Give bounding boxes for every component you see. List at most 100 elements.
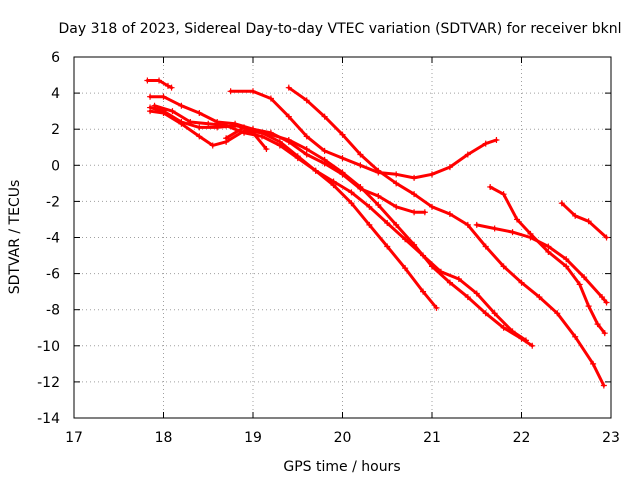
- data-point: [464, 294, 471, 301]
- y-axis-label: SDTVAR / TECUs: [7, 180, 23, 295]
- data-point: [339, 169, 346, 176]
- data-point: [482, 243, 489, 250]
- data-point: [223, 135, 230, 142]
- series-arc-5: [151, 102, 440, 311]
- data-point: [196, 124, 203, 131]
- y-tick-label: -4: [46, 231, 60, 247]
- data-point: [482, 310, 489, 317]
- data-point: [285, 137, 292, 144]
- data-point: [545, 243, 552, 250]
- tick-layer: 17 18 19 20 21 22 23 -14 -12 -10 -8 -6 -4 -2 0 2 4 6: [37, 50, 620, 446]
- y-tick-label: -14: [37, 411, 60, 427]
- data-point: [464, 151, 471, 158]
- series-arc-2: [147, 93, 428, 216]
- data-point: [473, 221, 480, 228]
- series-arc-8: [285, 84, 607, 389]
- x-tick-label: 23: [602, 430, 620, 446]
- y-tick-label: -8: [46, 303, 60, 319]
- chart-title: Day 318 of 2023, Sidereal Day-to-day VTE…: [59, 21, 622, 37]
- data-point: [446, 279, 453, 286]
- y-tick-label: -6: [46, 267, 60, 283]
- data-point: [514, 216, 521, 223]
- data-point: [402, 236, 409, 243]
- series-arc-11: [558, 200, 610, 241]
- data-point: [500, 324, 507, 331]
- series-arc-3: [147, 104, 536, 349]
- data-point: [536, 294, 543, 301]
- data-point: [187, 118, 194, 125]
- data-point: [509, 328, 516, 335]
- data-point: [357, 183, 364, 190]
- data-point: [384, 220, 391, 227]
- data-point: [500, 263, 507, 270]
- data-point: [227, 88, 234, 95]
- data-point: [205, 120, 212, 127]
- data-point: [357, 162, 364, 169]
- x-tick-label: 19: [244, 430, 262, 446]
- data-point: [601, 330, 608, 337]
- data-point: [429, 203, 435, 210]
- data-point: [446, 164, 453, 171]
- data-point: [375, 192, 382, 199]
- data-point: [285, 113, 292, 120]
- data-point: [147, 108, 154, 115]
- x-tick-label: 17: [65, 430, 83, 446]
- data-point: [527, 230, 534, 237]
- data-point: [603, 234, 610, 241]
- data-point: [411, 174, 418, 181]
- data-point: [375, 167, 382, 174]
- data-point: [164, 82, 171, 89]
- data-point: [330, 182, 337, 189]
- y-tick-label: 0: [51, 158, 60, 174]
- data-point: [321, 156, 328, 163]
- data-point: [420, 252, 427, 259]
- data-point: [276, 142, 283, 149]
- data-point: [366, 203, 373, 210]
- data-point: [147, 93, 154, 100]
- data-point: [429, 171, 435, 178]
- y-tick-label: 4: [51, 86, 60, 102]
- data-point: [303, 133, 310, 140]
- data-point: [160, 109, 167, 116]
- data-point: [263, 146, 270, 153]
- data-point: [421, 209, 428, 216]
- data-point: [156, 77, 163, 84]
- data-point: [366, 221, 373, 228]
- data-point: [357, 151, 364, 158]
- data-point: [250, 88, 256, 95]
- x-axis-label: GPS time / hours: [283, 459, 400, 475]
- series-line: [287, 86, 606, 387]
- data-point: [393, 203, 400, 210]
- y-tick-label: 6: [51, 50, 60, 66]
- data-point: [563, 256, 570, 263]
- data-point: [558, 200, 565, 207]
- data-point: [491, 310, 498, 317]
- data-point: [339, 155, 346, 162]
- data-point: [420, 288, 427, 295]
- series-arc-10: [487, 183, 608, 337]
- data-point: [585, 218, 592, 225]
- data-point: [348, 200, 355, 207]
- series-line: [475, 223, 608, 304]
- series-line: [229, 89, 498, 180]
- x-tick-label: 18: [155, 430, 173, 446]
- data-point: [509, 229, 516, 236]
- data-point: [473, 290, 480, 297]
- series-line: [560, 201, 608, 239]
- data-point: [500, 191, 507, 198]
- data-point: [232, 122, 239, 129]
- data-point: [411, 191, 418, 198]
- data-point: [491, 225, 498, 232]
- data-point: [590, 360, 597, 367]
- data-point: [250, 129, 256, 136]
- data-point: [321, 147, 328, 154]
- data-point: [321, 113, 328, 120]
- data-point: [545, 248, 552, 255]
- grid-layer: [74, 57, 611, 418]
- data-point: [393, 171, 400, 178]
- y-tick-label: 2: [51, 122, 60, 138]
- y-tick-label: -2: [46, 194, 60, 210]
- data-point: [594, 321, 601, 328]
- data-point: [487, 183, 494, 190]
